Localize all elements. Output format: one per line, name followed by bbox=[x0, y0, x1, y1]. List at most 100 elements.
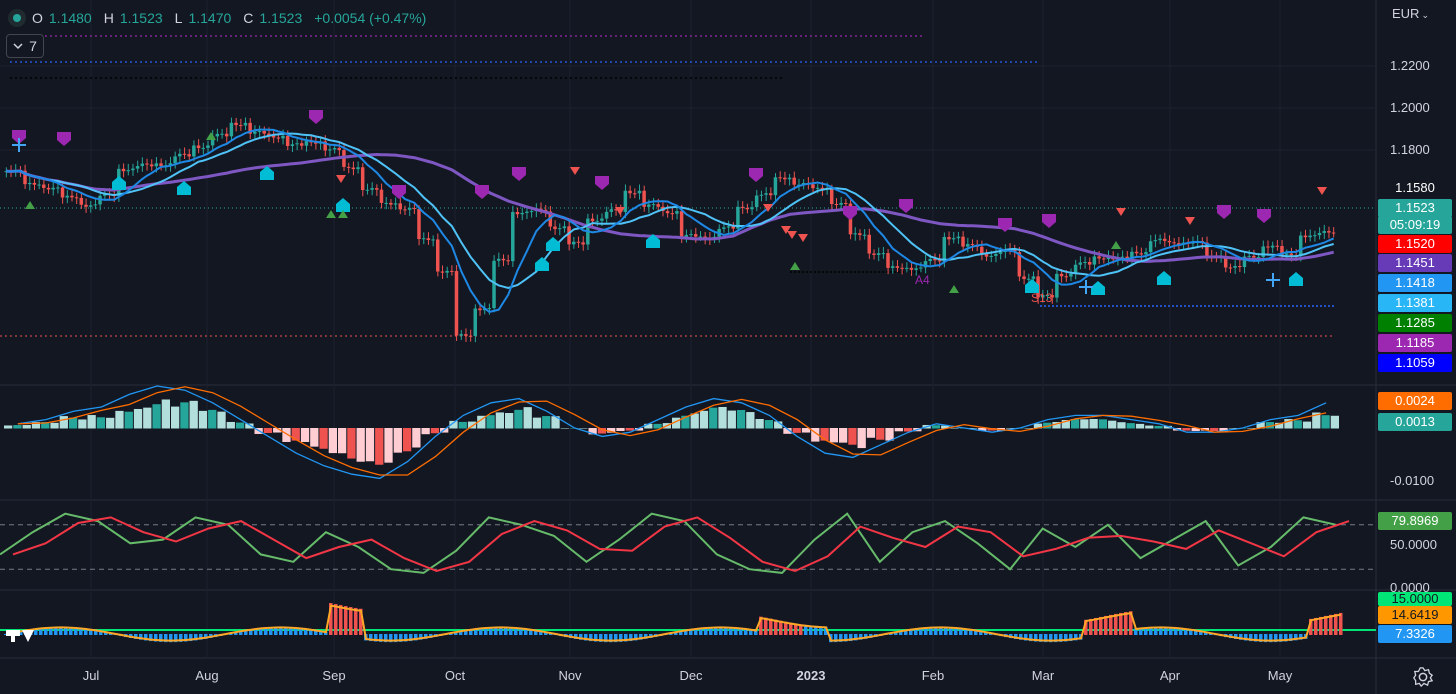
currency-selector[interactable]: EUR ⌄ bbox=[1392, 6, 1429, 21]
osc-histogram-bar bbox=[164, 634, 168, 643]
candle-body bbox=[895, 266, 900, 268]
osc-histogram-bar bbox=[204, 634, 208, 639]
candle-body bbox=[224, 133, 229, 137]
symbol-logo-icon[interactable] bbox=[8, 9, 26, 27]
osc-histogram-bar bbox=[64, 626, 68, 635]
candle-body bbox=[379, 189, 384, 203]
osc-histogram-bar bbox=[1139, 627, 1143, 635]
osc-histogram-bar bbox=[984, 632, 988, 635]
candle-body bbox=[905, 267, 909, 269]
high-value: 1.1523 bbox=[119, 10, 163, 26]
bullish-marker-icon bbox=[260, 166, 274, 180]
candle-body bbox=[628, 190, 632, 194]
open-value: 1.1480 bbox=[48, 10, 92, 26]
candle-body bbox=[670, 213, 674, 215]
candle-body bbox=[23, 170, 27, 185]
macd-histogram-bar bbox=[1228, 428, 1237, 429]
osc-histogram-bar bbox=[1024, 634, 1028, 641]
down-triangle-icon bbox=[1116, 208, 1126, 216]
osc-histogram-bar bbox=[759, 616, 763, 635]
macd-histogram-bar bbox=[829, 428, 838, 443]
bearish-shield-icon bbox=[749, 168, 763, 182]
up-triangle-icon bbox=[790, 262, 800, 270]
macd-histogram-bar bbox=[1210, 428, 1219, 432]
candle-body bbox=[1050, 294, 1054, 298]
candle-body bbox=[421, 238, 426, 240]
osc-histogram-bar bbox=[939, 626, 943, 635]
osc-histogram-bar bbox=[199, 634, 203, 640]
bearish-shield-icon bbox=[475, 185, 489, 199]
candle-body bbox=[778, 177, 782, 179]
candle-body bbox=[159, 163, 163, 166]
bullish-marker-icon bbox=[112, 176, 126, 190]
osc-histogram-bar bbox=[249, 629, 253, 635]
stoch-axis-tick: 0.0000 bbox=[1390, 580, 1430, 595]
macd-histogram-bar bbox=[597, 428, 607, 434]
candle-body bbox=[1228, 267, 1233, 269]
macd-histogram-bar bbox=[338, 428, 347, 454]
candle-body bbox=[726, 226, 731, 228]
macd-histogram-bar bbox=[634, 428, 644, 431]
candle-body bbox=[384, 202, 388, 204]
osc-histogram-bar bbox=[979, 631, 983, 635]
macd-histogram-bar bbox=[1033, 423, 1043, 429]
candle-body bbox=[1270, 245, 1275, 248]
osc-histogram-bar bbox=[1284, 634, 1288, 642]
osc-histogram-bar bbox=[369, 634, 373, 642]
macd-histogram-bar bbox=[681, 415, 690, 429]
stoch-axis-tick: 50.0000 bbox=[1390, 537, 1437, 552]
macd-histogram-bar bbox=[1043, 422, 1052, 429]
macd-histogram-bar bbox=[198, 410, 208, 429]
macd-histogram-bar bbox=[226, 421, 235, 429]
macd-histogram-bar bbox=[78, 419, 87, 429]
macd-histogram-bar bbox=[1080, 419, 1089, 429]
macd-histogram-bar bbox=[1145, 425, 1154, 429]
candle-body bbox=[468, 335, 473, 337]
macd-histogram-bar bbox=[124, 411, 133, 429]
osc-histogram-bar bbox=[519, 627, 523, 635]
candle-body bbox=[773, 177, 778, 196]
macd-histogram-bar bbox=[22, 425, 31, 429]
low-value: 1.1470 bbox=[188, 10, 232, 26]
candle-body bbox=[689, 234, 693, 236]
price-tag: 1.1523 bbox=[1378, 199, 1452, 217]
candle-body bbox=[562, 226, 567, 229]
osc-histogram-bar bbox=[619, 634, 623, 642]
up-triangle-icon bbox=[25, 201, 35, 209]
candle-body bbox=[210, 136, 215, 146]
candle-body bbox=[750, 207, 754, 210]
settings-gear-icon[interactable] bbox=[1412, 666, 1434, 688]
candle-body bbox=[768, 193, 773, 196]
osc-tag: 7.3326 bbox=[1378, 625, 1452, 643]
up-triangle-icon bbox=[1111, 241, 1121, 249]
candle-body bbox=[1252, 255, 1256, 258]
candle-body bbox=[1097, 256, 1101, 259]
osc-histogram-bar bbox=[734, 627, 738, 635]
osc-histogram-bar bbox=[599, 634, 603, 642]
osc-histogram-bar bbox=[469, 629, 473, 635]
osc-histogram-bar bbox=[1094, 617, 1098, 635]
macd-histogram-bar bbox=[514, 409, 523, 429]
macd-histogram-bar bbox=[542, 416, 551, 429]
candle-body bbox=[900, 267, 904, 269]
candle-body bbox=[135, 166, 140, 169]
osc-histogram-bar bbox=[1239, 634, 1243, 640]
osc-histogram-bar bbox=[354, 607, 358, 635]
macd-histogram-bar bbox=[152, 404, 161, 429]
osc-tag: 15.0000 bbox=[1378, 592, 1452, 606]
osc-histogram-bar bbox=[949, 627, 953, 635]
candle-body bbox=[370, 188, 374, 190]
price-tag: 1.1059 bbox=[1378, 354, 1452, 372]
osc-histogram-bar bbox=[1064, 634, 1068, 642]
osc-histogram-bar bbox=[1054, 634, 1058, 643]
high-label: H bbox=[103, 10, 114, 26]
candle-body bbox=[1242, 256, 1247, 268]
bearish-shield-icon bbox=[57, 132, 71, 146]
indicators-toggle-button[interactable]: 7 bbox=[6, 34, 44, 58]
macd-histogram-bar bbox=[1247, 428, 1256, 429]
osc-histogram-bar bbox=[309, 629, 313, 635]
bearish-shield-icon bbox=[12, 130, 26, 144]
osc-histogram-bar bbox=[674, 631, 678, 635]
price-tag: 1.1451 bbox=[1378, 254, 1452, 272]
